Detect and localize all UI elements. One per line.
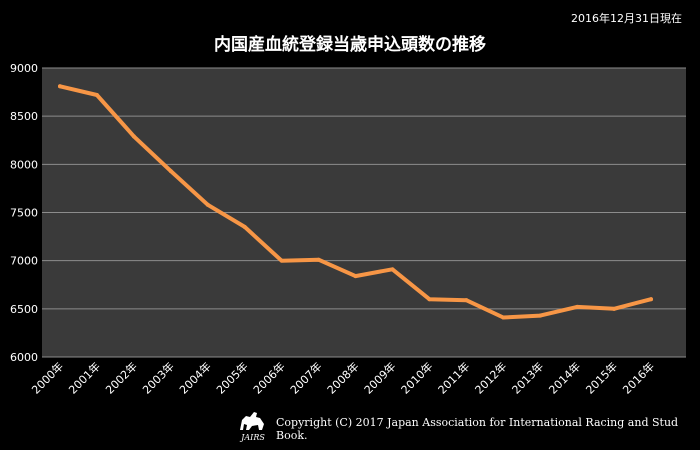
- x-tick-label: 2008年: [324, 359, 361, 396]
- x-tick-label: 2000年: [29, 359, 66, 396]
- x-tick-label: 2006年: [250, 359, 287, 396]
- data-point: [464, 298, 469, 303]
- x-tick-label: 2007年: [287, 359, 324, 396]
- y-tick-label: 7000: [10, 255, 38, 268]
- data-point: [279, 258, 284, 263]
- data-point: [168, 169, 173, 174]
- y-tick-label: 9000: [10, 62, 38, 75]
- x-tick-label: 2011年: [435, 359, 472, 396]
- as-of-date: 2016年12月31日現在: [571, 12, 682, 25]
- y-tick-label: 8500: [10, 110, 38, 123]
- data-point: [131, 134, 136, 139]
- horse-logo-icon: [240, 412, 264, 430]
- data-point: [612, 306, 617, 311]
- x-tick-label: 2003年: [139, 359, 176, 396]
- x-tick-label: 2010年: [398, 359, 435, 396]
- data-point: [390, 267, 395, 272]
- data-point: [538, 313, 543, 318]
- chart-title: 内国産血統登録当歳申込頭数の推移: [214, 35, 486, 55]
- x-tick-label: 2012年: [472, 359, 509, 396]
- x-tick-label: 2015年: [583, 359, 620, 396]
- y-tick-label: 8000: [10, 158, 38, 171]
- logo-text: JAIRS: [241, 433, 265, 442]
- x-tick-label: 2016年: [620, 359, 657, 396]
- y-tick-label: 7500: [10, 207, 38, 220]
- data-point: [58, 84, 62, 89]
- y-tick-label: 6000: [10, 351, 38, 364]
- x-tick-label: 2013年: [509, 359, 546, 396]
- data-point: [205, 202, 210, 207]
- data-point: [501, 315, 506, 320]
- x-tick-label: 2005年: [213, 359, 250, 396]
- x-tick-label: 2014年: [546, 359, 583, 396]
- x-tick-label: 2004年: [176, 359, 213, 396]
- x-tick-label: 2002年: [103, 359, 140, 396]
- x-tick-label: 2009年: [361, 359, 398, 396]
- data-point: [316, 257, 321, 262]
- jairs-logo: JAIRS: [236, 408, 270, 442]
- copyright-text: Copyright (C) 2017 Japan Association for…: [276, 416, 679, 442]
- y-tick-label: 6500: [10, 303, 38, 316]
- x-tick-label: 2001年: [66, 359, 103, 396]
- data-point: [575, 304, 580, 309]
- data-point: [649, 297, 653, 302]
- data-point: [427, 297, 432, 302]
- data-point: [94, 92, 99, 97]
- data-point: [242, 224, 247, 229]
- data-point: [353, 274, 358, 279]
